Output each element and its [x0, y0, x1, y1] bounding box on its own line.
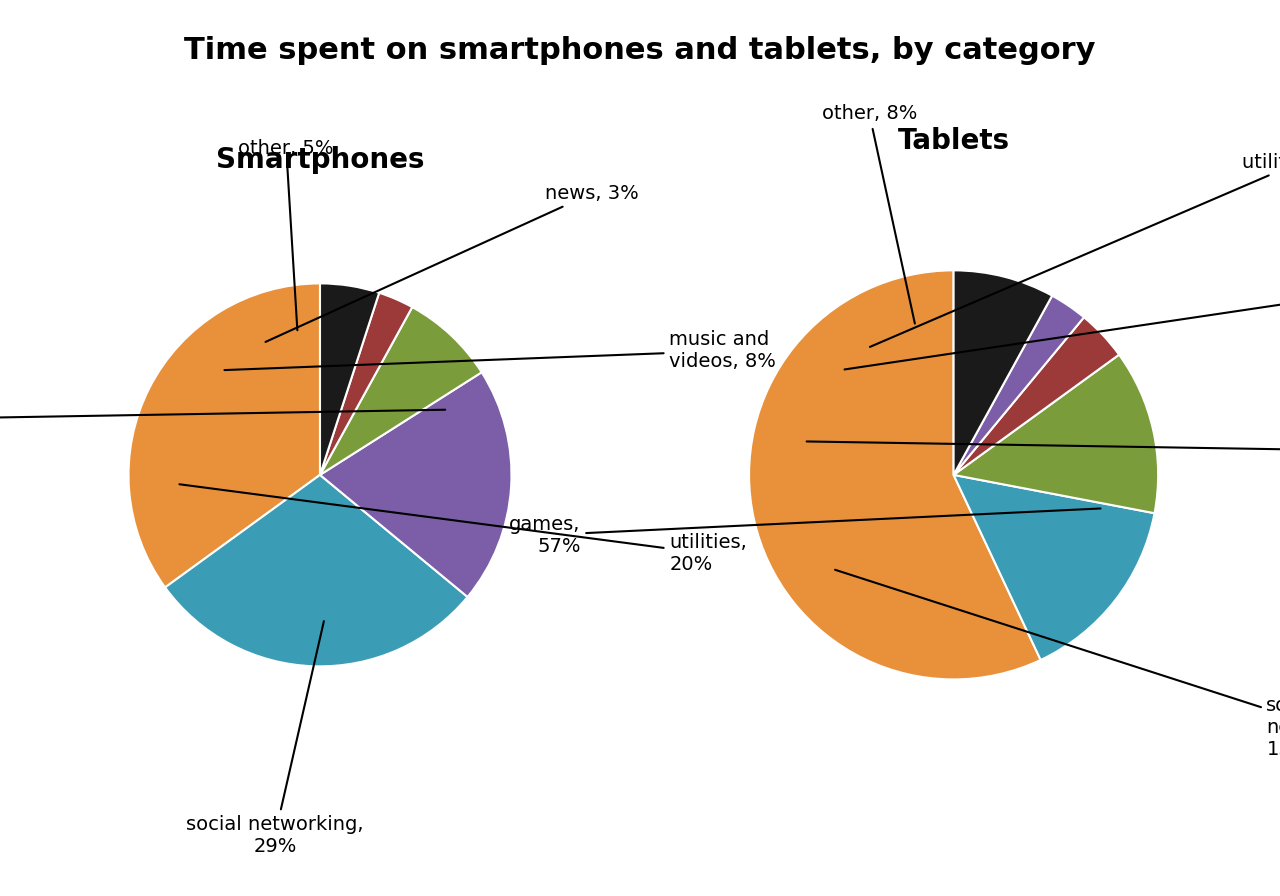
Wedge shape	[954, 296, 1084, 475]
Text: social networking,
29%: social networking, 29%	[186, 621, 364, 856]
Text: music and
videos, 8%: music and videos, 8%	[224, 331, 776, 372]
Title: Smartphones: Smartphones	[216, 146, 424, 175]
Text: social
networking,
15%: social networking, 15%	[835, 570, 1280, 759]
Text: news, 3%: news, 3%	[265, 184, 639, 342]
Wedge shape	[320, 283, 379, 475]
Text: games,
35%: games, 35%	[0, 398, 445, 439]
Wedge shape	[954, 317, 1119, 475]
Wedge shape	[749, 271, 1041, 679]
Text: utilities,
20%: utilities, 20%	[179, 484, 748, 574]
Text: games,
57%: games, 57%	[509, 508, 1101, 556]
Wedge shape	[954, 271, 1052, 475]
Wedge shape	[128, 283, 320, 588]
Wedge shape	[165, 475, 467, 667]
Wedge shape	[954, 475, 1155, 660]
Text: music and
videos,
13%: music and videos, 13%	[806, 419, 1280, 482]
Text: other, 5%: other, 5%	[238, 139, 334, 331]
Text: Time spent on smartphones and tablets, by category: Time spent on smartphones and tablets, b…	[184, 36, 1096, 65]
Text: news, 4%: news, 4%	[845, 285, 1280, 369]
Wedge shape	[320, 293, 412, 475]
Wedge shape	[320, 307, 481, 475]
Title: Tablets: Tablets	[897, 127, 1010, 155]
Text: utilities, 3%: utilities, 3%	[870, 152, 1280, 347]
Text: other, 8%: other, 8%	[822, 105, 916, 323]
Wedge shape	[954, 355, 1158, 513]
Wedge shape	[320, 372, 512, 597]
